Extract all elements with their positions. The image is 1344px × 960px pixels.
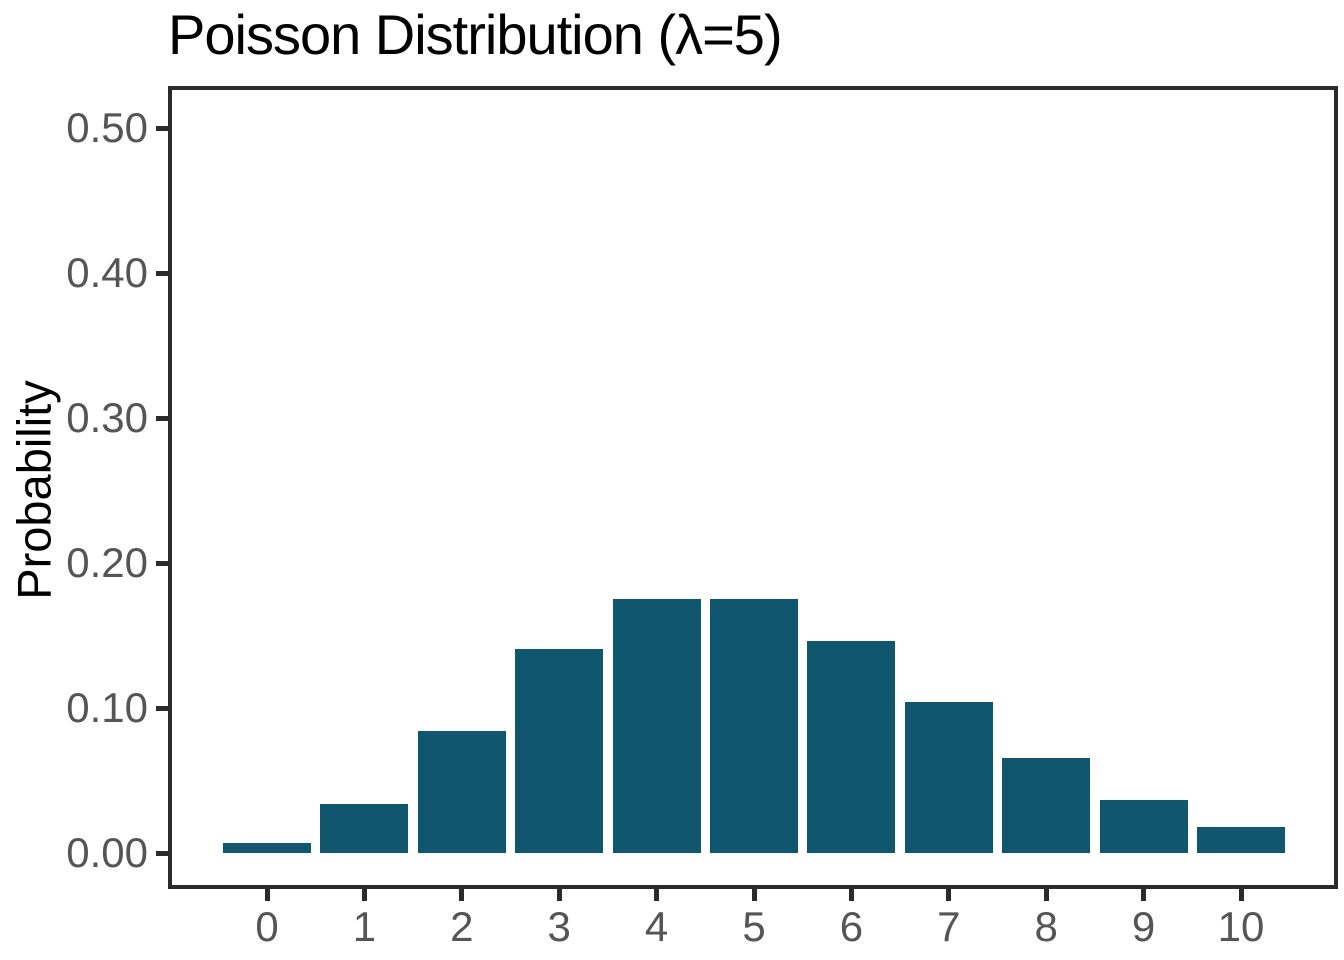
bar (710, 598, 798, 853)
y-tick-label: 0.50 (66, 104, 148, 151)
x-tick (556, 888, 562, 901)
bar (1099, 800, 1188, 853)
y-tick-label: 0.10 (66, 684, 148, 731)
x-tick-label: 5 (742, 903, 766, 950)
bar (417, 730, 506, 853)
y-tick-label: 0.00 (66, 829, 148, 876)
x-tick (264, 888, 270, 901)
y-tick (156, 270, 170, 276)
x-tick-label: 7 (937, 903, 961, 950)
y-tick (156, 415, 170, 421)
x-tick-label: 2 (450, 903, 474, 950)
x-tick (1238, 888, 1244, 901)
x-tick (654, 888, 660, 901)
x-tick (848, 888, 854, 901)
x-tick-label: 8 (1034, 903, 1058, 950)
x-tick-label: 1 (352, 903, 377, 950)
bar (223, 843, 311, 853)
x-tick-label: 9 (1131, 903, 1156, 950)
y-tick (156, 125, 170, 131)
x-tick (1043, 888, 1049, 901)
y-tick (156, 560, 170, 566)
y-tick (156, 705, 170, 711)
x-tick (946, 888, 952, 901)
bar (612, 598, 701, 853)
y-tick-label: 0.30 (66, 394, 148, 441)
x-tick (361, 888, 367, 901)
x-tick (1141, 888, 1147, 901)
x-tick-label: 6 (839, 903, 864, 950)
y-tick-label: 0.20 (66, 539, 148, 586)
chart-title: Poisson Distribution (λ=5) (168, 3, 783, 66)
y-tick (156, 850, 170, 856)
bar (515, 649, 604, 853)
y-tick-label: 0.40 (66, 249, 148, 296)
bar (1002, 758, 1091, 853)
x-tick-label: 3 (547, 903, 571, 950)
bar (320, 804, 409, 853)
x-tick (751, 888, 757, 901)
x-tick-label: 4 (644, 903, 669, 950)
x-tick (459, 888, 465, 901)
bar (1197, 826, 1285, 853)
bar (807, 641, 896, 853)
bar (904, 701, 993, 853)
x-tick-label: 10 (1217, 903, 1265, 950)
x-tick-label: 0 (255, 903, 279, 950)
